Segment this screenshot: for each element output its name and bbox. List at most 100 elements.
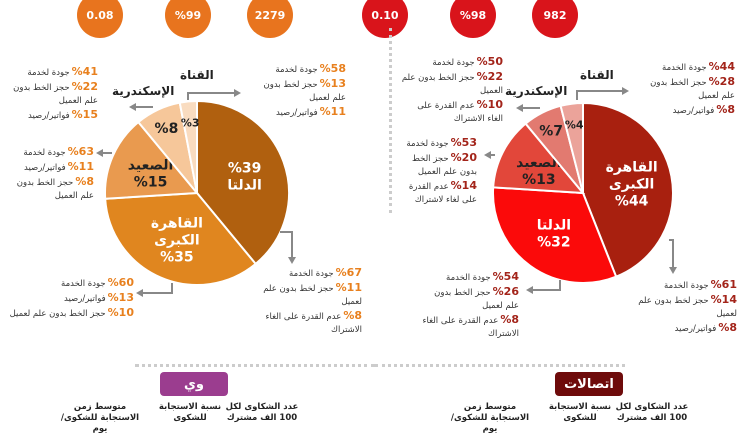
region-title: الإسكندرية	[505, 84, 568, 98]
slice-label: القاهرة	[151, 215, 203, 231]
slice-label: الدلتا	[537, 218, 571, 234]
callout-percent: %22	[71, 80, 98, 93]
arrow-connector	[280, 231, 293, 260]
pie-slice	[559, 101, 584, 194]
callout-text: جودة الخدمة	[446, 273, 491, 283]
callout-2: %63جودة لخدمة %11فواتير/رصيد %8حجز الخط بد…	[10, 145, 94, 203]
callout-percent: %14	[710, 293, 737, 306]
callout-text: جودة لخدمة	[275, 65, 318, 75]
pie-slice	[582, 101, 674, 278]
slice-label: الصعيد	[128, 157, 174, 173]
arrow-head-icon	[96, 149, 103, 157]
callout-2: %53جودة لخدمة %20حجز الخط بدون علم العميل…	[393, 136, 477, 207]
callout-line: %8عدم القدرة على الغاء الاشتراك	[240, 309, 362, 337]
callout-text: حجز لخط بدون علم لعميل	[263, 284, 362, 307]
callout-4: %44جودة الخدمة %28حجز الخط بدون علم لعميل…	[639, 60, 735, 118]
callout-line: %22حجز الخط بدون علم العميل	[10, 80, 98, 108]
callout-text: حجز الخط بدون علم لعميل	[9, 309, 106, 319]
metric-label-avg-response: متوسط زمن الاستجابة للشكوى/يوم	[60, 402, 140, 434]
callout-line: %11حجز لخط بدون علم لعميل	[240, 281, 362, 309]
callout-line: %14حجز لخط بدون علم لعميل	[637, 293, 737, 321]
slice-label: الصعيد	[516, 155, 562, 171]
callout-text: حجز لخط بدون علم لعميل	[638, 296, 737, 319]
callout-line: %22حجز الخط بدون علم العميل	[399, 70, 503, 98]
arrow-head-icon	[234, 89, 241, 97]
slice-label: %13	[522, 172, 556, 188]
callout-line: %61جودة الخدمة	[637, 278, 737, 293]
callout-percent: %13	[319, 77, 346, 90]
callout-text: جودة الخدمة	[289, 269, 334, 279]
callout-text: فواتير/رصيد	[64, 294, 106, 304]
callout-text: حجز الخط بدون علم العميل	[16, 178, 94, 201]
slice-label: %3	[181, 117, 200, 130]
arrow-connector	[669, 239, 674, 270]
metric-circle-avg-response: 0.08	[77, 0, 123, 38]
callout-percent: %63	[67, 145, 94, 158]
slice-label: الدلتا	[227, 177, 261, 193]
callout-text: عدم القدرة على الغاء الاشتراك	[417, 101, 503, 124]
callout-percent: %61	[710, 278, 737, 291]
callout-percent: %15	[71, 108, 98, 121]
callout-percent: %11	[319, 105, 346, 118]
callout-line: %28حجز الخط بدون علم لعميل	[639, 75, 735, 103]
callout-1: %60جودة الخدمة %13فواتير/رصيد %10حجز الخط …	[6, 276, 134, 321]
pie-slice	[492, 122, 586, 195]
arrow-head-icon	[136, 289, 143, 297]
callout-text: فواتير/رصيد	[672, 106, 715, 116]
slice-label: %8	[155, 121, 179, 137]
callout-percent: %10	[107, 306, 134, 319]
callout-line: %60جودة الخدمة	[6, 276, 134, 291]
callout-line: %53جودة لخدمة	[393, 136, 477, 151]
callout-0: %61جودة الخدمة %14حجز لخط بدون علم لعميل%…	[637, 278, 737, 336]
callout-percent: %10	[476, 98, 503, 111]
callout-text: حجز الخط بدون علم لعميل	[434, 288, 519, 311]
callout-text: جودة لخدمة	[406, 139, 449, 149]
callout-percent: %44	[708, 60, 735, 73]
callout-percent: %60	[107, 276, 134, 289]
callout-line: %8فواتير/رصيد	[637, 321, 737, 336]
divider-vertical	[389, 28, 392, 213]
divider-dotted	[135, 364, 375, 367]
callout-percent: %58	[319, 62, 346, 75]
callout-line: %20حجز الخط بدون علم العميل	[393, 151, 477, 179]
brand-badge: وي	[160, 372, 228, 396]
callout-text: جودة الخدمة	[664, 281, 709, 291]
callout-percent: %26	[492, 285, 519, 298]
pie-slice	[104, 191, 258, 286]
arrow-head-icon	[484, 151, 491, 159]
arrow-connector	[576, 90, 625, 100]
pie-slice	[104, 120, 200, 200]
callout-line: %67جودة الخدمة	[240, 266, 362, 281]
metric-label-complaints-per-100k: عدد الشكاوى لكل 100 الف مشترك	[615, 402, 689, 423]
region-title: القناة	[580, 68, 614, 82]
callout-text: عدم القدرة على الغاء الاشتراك	[422, 316, 519, 339]
arrow-head-icon	[622, 87, 629, 95]
region-title: القناة	[180, 68, 214, 82]
callout-line: %11فواتير/رصيد	[10, 160, 94, 175]
callout-percent: %8	[718, 321, 737, 334]
callout-line: %15فواتير/رصيد	[10, 108, 98, 123]
callout-text: جودة لخدمة	[27, 68, 70, 78]
callout-percent: %41	[71, 65, 98, 78]
callout-line: %13حجز لخط بدون علم لعميل	[250, 77, 347, 105]
slice-label: %44	[615, 194, 649, 210]
metric-circle-response-rate: %98	[450, 0, 496, 38]
callout-text: حجز الخط بدون علم لعميل	[650, 78, 735, 101]
arrow-head-icon	[526, 286, 533, 294]
arrow-head-icon	[516, 104, 523, 112]
callout-text: جودة الخدمة	[662, 63, 707, 73]
divider-dotted	[375, 364, 625, 367]
callout-text: حجز الخط بدون علم العميل	[401, 73, 503, 96]
metric-circle-complaints-per-100k: 982	[532, 0, 578, 38]
callout-line: %8عدم القدرة على الغاء الاشتراك	[419, 313, 519, 341]
callout-percent: %22	[476, 70, 503, 83]
metric-label-complaints-per-100k: عدد الشكاوى لكل 100 الف مشترك	[225, 402, 299, 423]
we-panel: 0.08 %99 2279 %39 الدلتا القاهرة الكبرى %35 الصع…	[0, 0, 375, 434]
callout-percent: %14	[450, 179, 477, 192]
etisalat-panel: 0.10 %98 982 القاهرة الكبرى %44 الدلتا %32 الصعي…	[362, 0, 750, 434]
metric-label-avg-response: متوسط زمن الاستجابة للشكوى/يوم	[450, 402, 530, 434]
callout-percent: %50	[476, 55, 503, 68]
callout-percent: %8	[716, 103, 735, 116]
